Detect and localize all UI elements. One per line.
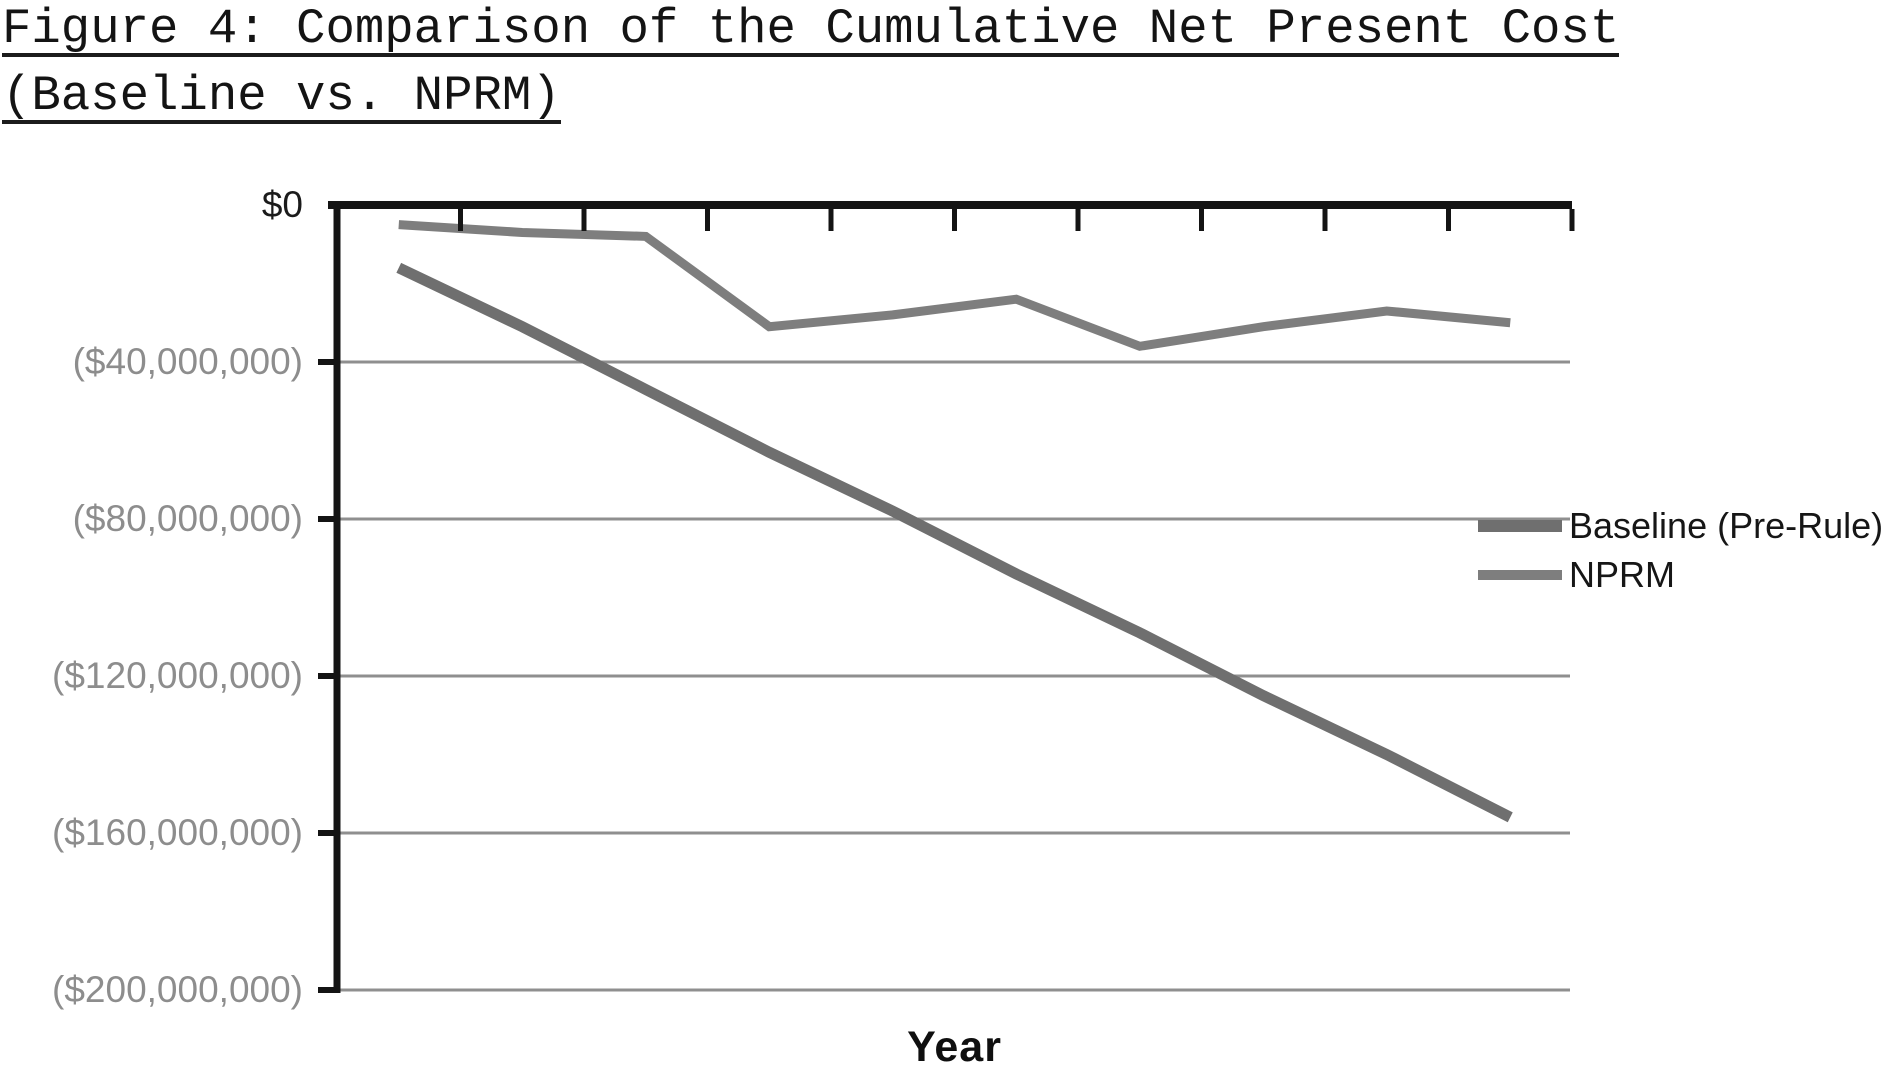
legend-swatch-nprm [1478,569,1562,580]
series-line-baseline [396,262,1513,823]
x-axis-title: Year [907,1023,1002,1069]
legend-label-nprm: NPRM [1569,553,1675,595]
legend: Baseline (Pre-Rule) NPRM [1478,501,1883,599]
y-axis-tick-label-4: ($160,000,000) [52,812,303,853]
figure-title: Figure 4: Comparison of the Cumulative N… [2,1,1620,124]
y-axis-tick-label-3: ($120,000,000) [52,655,303,696]
legend-swatch-baseline [1478,519,1562,532]
legend-item-nprm: NPRM [1478,550,1883,599]
figure-title-line-2: (Baseline vs. NPRM) [2,68,561,124]
y-axis-tick-label-0: $0 [261,184,303,225]
figure-title-line-1: Figure 4: Comparison of the Cumulative N… [2,1,1620,57]
series-line-nprm [398,220,1511,351]
y-axis-tick-label-1: ($40,000,000) [72,341,303,382]
legend-label-baseline: Baseline (Pre-Rule) [1569,504,1884,546]
y-axis-tick-label-5: ($200,000,000) [52,969,303,1010]
legend-item-baseline: Baseline (Pre-Rule) [1478,501,1883,550]
figure-title-row-1: Figure 4: Comparison of the Cumulative N… [2,1,1620,57]
y-axis-tick-label-2: ($80,000,000) [72,498,303,539]
figure-title-row-2: (Baseline vs. NPRM) [2,68,1619,124]
